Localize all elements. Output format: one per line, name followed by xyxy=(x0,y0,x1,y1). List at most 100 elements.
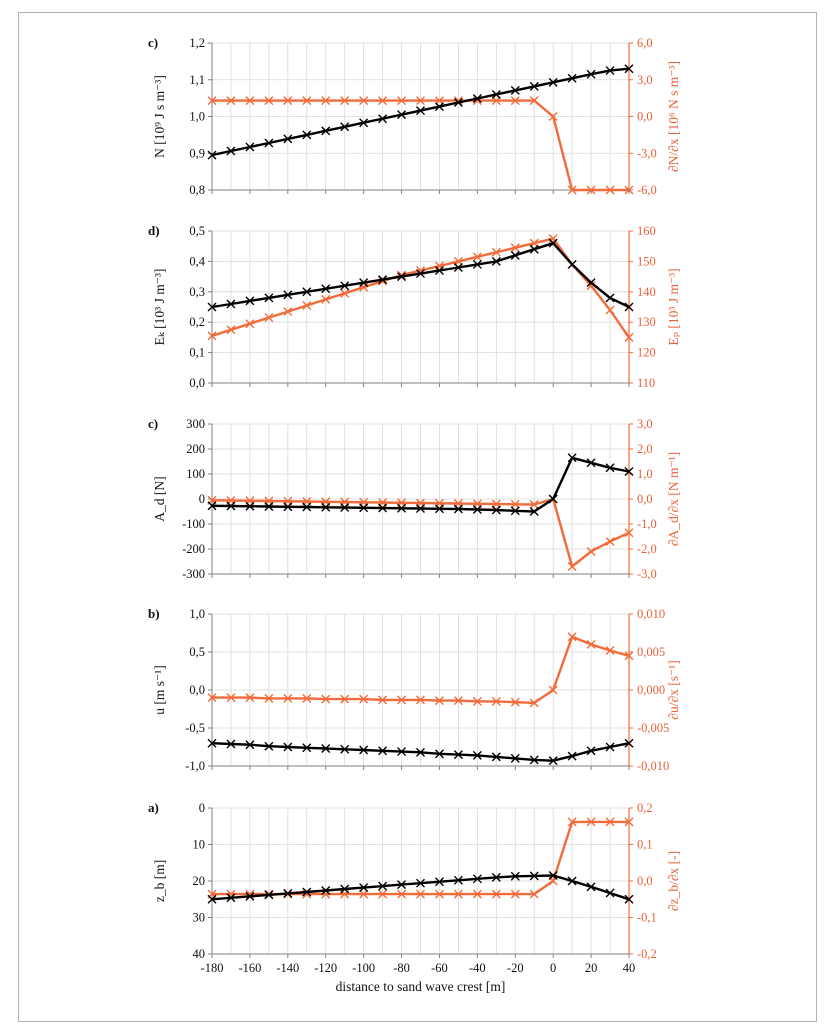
y2-tick-label: 6,0 xyxy=(637,36,653,50)
y-tick-label: 300 xyxy=(186,417,205,431)
data-point-right-axis xyxy=(586,817,596,827)
data-point-right-axis xyxy=(207,96,217,106)
panel-label: d) xyxy=(148,223,160,238)
y2-tick-label: 0,0 xyxy=(637,110,653,124)
data-point-left-axis xyxy=(416,106,425,116)
data-point-left-axis xyxy=(245,740,255,750)
data-point-left-axis xyxy=(548,77,558,87)
y-tick-label: 0,9 xyxy=(189,146,205,160)
data-point-left-axis xyxy=(605,293,615,303)
data-point-left-axis xyxy=(340,744,350,754)
data-point-right-axis xyxy=(321,294,331,304)
y2-tick-label: 130 xyxy=(637,315,656,329)
data-point-right-axis xyxy=(207,331,217,341)
y-tick-label: 10 xyxy=(193,838,206,852)
data-point-left-axis xyxy=(340,884,350,894)
y2-tick-label: 3,0 xyxy=(637,417,653,431)
y-tick-label: 30 xyxy=(193,911,206,925)
data-point-right-axis xyxy=(264,693,274,703)
data-point-left-axis xyxy=(453,750,463,760)
y2-tick-label: 0,005 xyxy=(637,645,665,659)
y-tick-label: -300 xyxy=(182,567,205,581)
data-point-right-axis xyxy=(434,696,444,706)
y-axis-title: Eₖ [10³ J m⁻³] xyxy=(152,269,167,346)
y-tick-label: 100 xyxy=(186,467,205,481)
data-point-left-axis xyxy=(605,742,615,752)
data-point-left-axis xyxy=(586,458,596,468)
data-point-right-axis xyxy=(378,695,388,705)
data-point-left-axis xyxy=(321,126,331,136)
data-point-left-axis xyxy=(605,66,615,76)
y-tick-label: 20 xyxy=(193,874,206,888)
data-point-right-axis xyxy=(586,639,596,649)
y-axis-title: z_b [m] xyxy=(152,860,167,902)
data-point-right-axis xyxy=(302,693,312,703)
data-point-left-axis xyxy=(226,299,236,309)
y-tick-label: 200 xyxy=(186,442,205,456)
data-point-left-axis xyxy=(226,146,236,156)
y-tick-label: 0,1 xyxy=(189,346,205,360)
x-tick-label: -80 xyxy=(393,961,410,975)
x-tick-label: -140 xyxy=(276,961,299,975)
data-point-left-axis xyxy=(226,501,236,511)
y2-tick-label: -6,0 xyxy=(637,183,657,197)
data-point-left-axis xyxy=(378,881,388,891)
data-point-left-axis xyxy=(472,874,482,884)
data-point-right-axis xyxy=(605,537,615,546)
x-tick-label: -180 xyxy=(201,961,224,975)
data-point-left-axis xyxy=(397,747,407,757)
data-point-left-axis xyxy=(416,504,425,513)
data-point-right-axis xyxy=(624,528,634,538)
data-point-left-axis xyxy=(264,138,274,148)
data-point-left-axis xyxy=(207,894,217,904)
data-point-right-axis xyxy=(605,185,615,195)
y-tick-label: -0,5 xyxy=(185,721,205,735)
data-point-left-axis xyxy=(264,741,274,751)
x-axis-title: distance to sand wave crest [m] xyxy=(336,979,506,994)
y2-tick-label: -3,0 xyxy=(637,146,657,160)
data-point-right-axis xyxy=(434,889,444,899)
data-point-left-axis xyxy=(264,502,274,511)
x-tick-label: -160 xyxy=(238,961,261,975)
data-point-left-axis xyxy=(340,281,350,291)
data-point-left-axis xyxy=(472,259,482,269)
data-point-right-axis xyxy=(340,96,350,106)
data-point-left-axis xyxy=(491,505,501,515)
data-point-right-axis xyxy=(624,332,634,342)
y-tick-label: 0 xyxy=(199,492,205,506)
data-point-left-axis xyxy=(491,256,501,266)
data-point-right-axis xyxy=(340,288,350,298)
data-point-right-axis xyxy=(226,96,236,106)
data-point-left-axis xyxy=(567,751,577,761)
y2-tick-label: 3,0 xyxy=(637,73,653,87)
data-point-right-axis xyxy=(397,889,407,899)
data-point-right-axis xyxy=(245,319,255,329)
y2-tick-label: -3,0 xyxy=(637,567,657,581)
data-point-right-axis xyxy=(321,96,331,106)
y-tick-label: -1,0 xyxy=(185,759,205,773)
data-point-left-axis xyxy=(453,98,463,108)
y-tick-label: 1,1 xyxy=(189,73,205,87)
data-point-left-axis xyxy=(472,505,482,514)
y2-axis-title: ∂u/∂x [s⁻¹] xyxy=(666,660,681,719)
data-point-left-axis xyxy=(548,238,558,248)
data-point-left-axis xyxy=(416,269,425,279)
data-point-left-axis xyxy=(245,891,255,901)
panel-label: c) xyxy=(148,35,158,50)
data-point-left-axis xyxy=(359,503,369,513)
data-point-left-axis xyxy=(453,875,463,885)
data-point-right-axis xyxy=(378,889,388,899)
data-point-left-axis xyxy=(359,278,369,288)
data-point-left-axis xyxy=(397,110,407,120)
data-point-left-axis xyxy=(245,501,255,511)
data-point-right-axis xyxy=(510,499,520,509)
data-point-right-axis xyxy=(453,696,463,706)
data-point-left-axis xyxy=(624,738,634,748)
y-tick-label: 0,0 xyxy=(189,683,205,697)
data-point-right-axis xyxy=(472,889,482,899)
y-tick-label: 0,2 xyxy=(189,315,205,329)
x-tick-label: -20 xyxy=(507,961,524,975)
y2-tick-label: 2,0 xyxy=(637,442,653,456)
data-point-right-axis xyxy=(605,305,615,315)
data-point-left-axis xyxy=(207,150,217,160)
